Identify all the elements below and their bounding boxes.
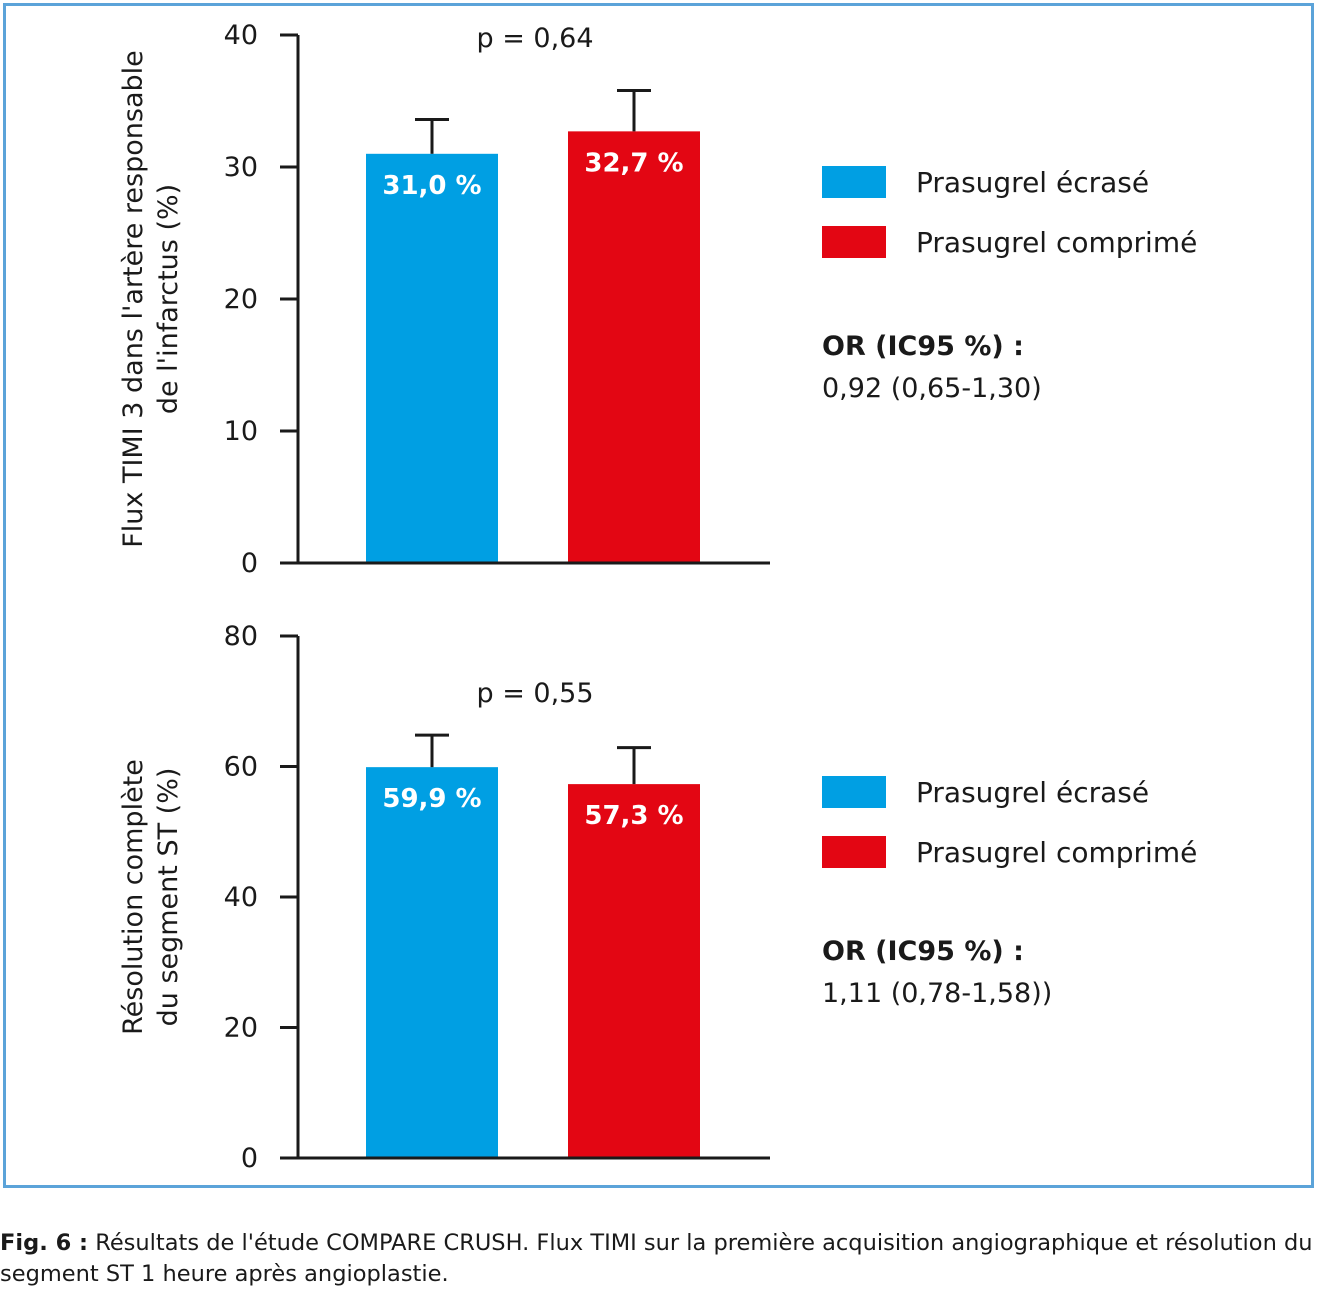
chart2-legend-label-1: Prasugrel écrasé bbox=[916, 776, 1149, 809]
chart1-legend-swatch-2 bbox=[822, 226, 886, 258]
chart2-y-axis-title-line-2: du segment ST (%) bbox=[153, 768, 184, 1027]
caption-text: Résultats de l'étude COMPARE CRUSH. Flux… bbox=[0, 1230, 1313, 1287]
chart1-y-tick-label: 10 bbox=[224, 416, 258, 447]
caption-label: Fig. 6 : bbox=[0, 1230, 89, 1256]
chart1-value-label-1: 31,0 % bbox=[382, 171, 481, 201]
chart2-bar-2 bbox=[568, 784, 700, 1158]
chart1-value-label-2: 32,7 % bbox=[584, 148, 683, 178]
chart2-value-label-1: 59,9 % bbox=[382, 784, 481, 814]
chart1-y-axis-title-line-2: de l'infarctus (%) bbox=[153, 184, 184, 414]
chart2-bar-1 bbox=[366, 767, 498, 1158]
chart2-y-tick-label: 40 bbox=[224, 882, 258, 913]
chart2-y-tick-label: 20 bbox=[224, 1013, 258, 1044]
chart2-or-title: OR (IC95 %) : bbox=[822, 936, 1024, 967]
chart2-legend-swatch-1 bbox=[822, 776, 886, 808]
figure-frame bbox=[3, 3, 1314, 1188]
figure-charts: 31,0 % 32,7 % 0 10 20 30 40 Flux TIMI 3 dans l'… bbox=[118, 20, 1197, 1174]
chart2-legend-swatch-2 bbox=[822, 836, 886, 868]
chart1-y-tick-label: 40 bbox=[224, 20, 258, 51]
chart1-legend-label-2: Prasugrel comprimé bbox=[916, 226, 1197, 259]
chart2-legend-label-2: Prasugrel comprimé bbox=[916, 836, 1197, 869]
chart1-p-value: p = 0,64 bbox=[476, 23, 593, 54]
figure-caption: Fig. 6 : Résultats de l'étude COMPARE CR… bbox=[0, 1228, 1316, 1290]
chart1-legend-label-1: Prasugrel écrasé bbox=[916, 166, 1149, 199]
chart1-bar-2 bbox=[568, 131, 700, 564]
chart1-y-tick-label: 0 bbox=[241, 548, 258, 579]
chart1-y-tick-label: 30 bbox=[224, 152, 258, 183]
chart2-value-label-2: 57,3 % bbox=[584, 801, 683, 831]
chart2-p-value: p = 0,55 bbox=[476, 678, 593, 709]
chart1-y-tick-label: 20 bbox=[224, 284, 258, 315]
chart1-legend-swatch-1 bbox=[822, 166, 886, 198]
chart2-or-value: 1,11 (0,78-1,58)) bbox=[822, 978, 1052, 1009]
chart2-y-tick-label: 60 bbox=[224, 752, 258, 783]
chart1-or-title: OR (IC95 %) : bbox=[822, 331, 1024, 362]
chart1-bar-1 bbox=[366, 153, 498, 564]
chart2-y-tick-label: 80 bbox=[224, 621, 258, 652]
chart2-y-tick-label: 0 bbox=[241, 1143, 258, 1174]
chart1-or-value: 0,92 (0,65-1,30) bbox=[822, 373, 1042, 404]
chart2-y-axis-title-line-1: Résolution complète bbox=[118, 759, 149, 1035]
chart1-y-axis-title-line-1: Flux TIMI 3 dans l'artère responsable bbox=[118, 50, 149, 548]
